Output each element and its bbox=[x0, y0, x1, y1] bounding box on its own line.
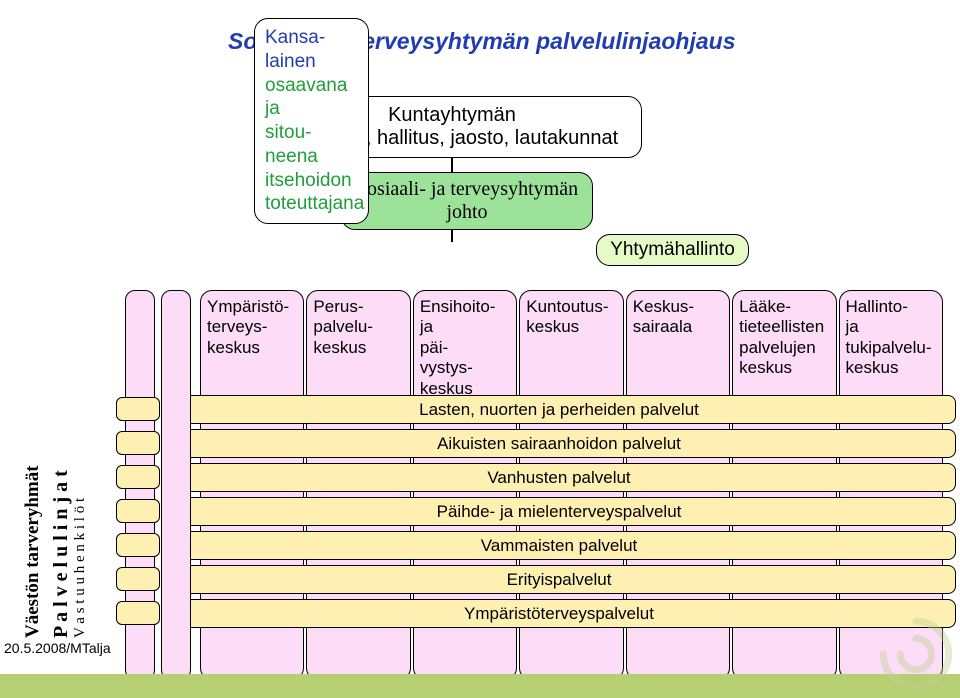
stub-row bbox=[116, 431, 160, 455]
sidebar: Väestön tarveryhmät P a l v e l u l i n … bbox=[0, 370, 108, 670]
citizen-line: toteuttajana bbox=[265, 192, 364, 216]
sidebar-label-2: P a l v e l u l i n j a t bbox=[50, 470, 73, 638]
service-row: Erityispalvelut bbox=[162, 565, 956, 594]
connector-line bbox=[451, 158, 453, 172]
stub-row bbox=[116, 533, 160, 557]
stub-row bbox=[116, 465, 160, 489]
admin-label: Yhtymähallinto bbox=[610, 239, 735, 261]
stub-row bbox=[116, 397, 160, 421]
citizen-line: neena bbox=[265, 145, 318, 169]
citizen-line: Kansa- bbox=[265, 26, 325, 50]
service-row: Vammaisten palvelut bbox=[162, 531, 956, 560]
stub-col-2 bbox=[161, 290, 191, 680]
date-stamp: 20.5.2008/MTalja bbox=[4, 640, 111, 656]
service-row: Lasten, nuorten ja perheiden palvelut bbox=[162, 395, 956, 424]
stub-row bbox=[116, 567, 160, 591]
citizen-line: itsehoidon bbox=[265, 169, 352, 193]
citizen-box: Kansa-lainenosaavanajasitou-neenaitsehoi… bbox=[254, 18, 369, 224]
kunta-line1: Kuntayhtymän bbox=[388, 104, 516, 127]
sidebar-label-3: V a s t u u h e n k i l ö t bbox=[72, 498, 89, 638]
admin-box: Yhtymähallinto bbox=[596, 234, 749, 266]
citizen-line: ja bbox=[265, 97, 280, 121]
service-rows: Lasten, nuorten ja perheiden palvelut Aik… bbox=[162, 395, 956, 633]
johto-line1: Sosiaali- ja terveysyhtymän bbox=[356, 178, 578, 201]
sidebar-label-1: Väestön tarveryhmät bbox=[22, 465, 44, 638]
decorative-swirl-icon bbox=[877, 615, 955, 693]
service-row: Aikuisten sairaanhoidon palvelut bbox=[162, 429, 956, 458]
citizen-line: osaavana bbox=[265, 74, 347, 98]
service-row: Päihde- ja mielenterveyspalvelut bbox=[162, 497, 956, 526]
citizen-line: sitou- bbox=[265, 121, 311, 145]
stub-row bbox=[116, 499, 160, 523]
stub-row bbox=[116, 601, 160, 625]
service-row: Vanhusten palvelut bbox=[162, 463, 956, 492]
connector-line-2 bbox=[451, 230, 453, 242]
service-row: Ympäristöterveyspalvelut bbox=[162, 599, 956, 628]
johto-line2: johto bbox=[446, 201, 487, 224]
johto-box: Sosiaali- ja terveysyhtymän johto bbox=[341, 172, 593, 230]
footer-bar bbox=[0, 674, 960, 698]
citizen-line: lainen bbox=[265, 50, 316, 74]
